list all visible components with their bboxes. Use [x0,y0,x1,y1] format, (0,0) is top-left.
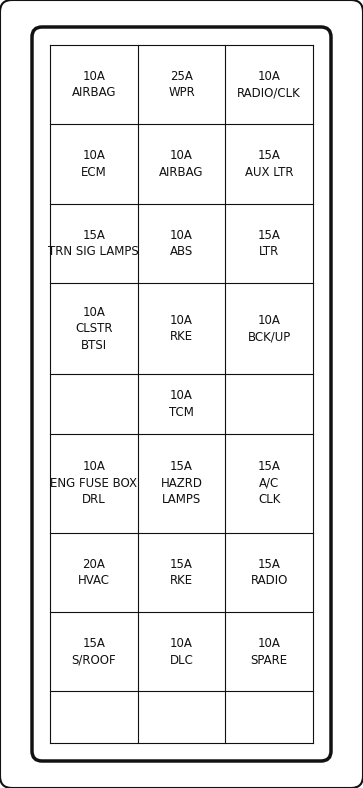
Text: 10A
ABS: 10A ABS [170,229,193,258]
Text: 15A
RKE: 15A RKE [170,558,193,587]
Text: 15A
TRN SIG LAMPS: 15A TRN SIG LAMPS [48,229,139,258]
FancyBboxPatch shape [32,27,331,761]
Text: 10A
ENG FUSE BOX
DRL: 10A ENG FUSE BOX DRL [50,460,137,506]
Text: 10A
ECM: 10A ECM [81,149,107,179]
Text: 10A
AIRBAG: 10A AIRBAG [72,70,116,99]
Text: 25A
WPR: 25A WPR [168,70,195,99]
Text: 15A
A/C
CLK: 15A A/C CLK [258,460,281,506]
Text: 15A
LTR: 15A LTR [258,229,281,258]
Text: 10A
CLSTR
BTSI: 10A CLSTR BTSI [75,306,113,351]
Text: 10A
RKE: 10A RKE [170,314,193,344]
Text: 15A
RADIO: 15A RADIO [250,558,288,587]
Text: 10A
AIRBAG: 10A AIRBAG [159,149,204,179]
Text: 10A
RADIO/CLK: 10A RADIO/CLK [237,70,301,99]
Text: 15A
HAZRD
LAMPS: 15A HAZRD LAMPS [160,460,203,506]
Text: 10A
SPARE: 10A SPARE [250,637,288,667]
Text: 20A
HVAC: 20A HVAC [78,558,110,587]
Text: 10A
BCK/UP: 10A BCK/UP [248,314,291,344]
Text: 10A
DLC: 10A DLC [170,637,193,667]
Text: 15A
AUX LTR: 15A AUX LTR [245,149,293,179]
Text: 10A
TCM: 10A TCM [169,389,194,418]
Text: 15A
S/ROOF: 15A S/ROOF [72,637,116,667]
